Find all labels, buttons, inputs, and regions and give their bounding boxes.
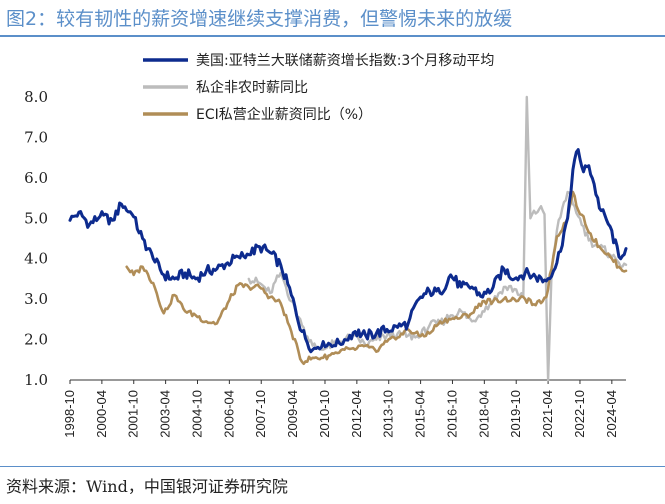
legend-label-2: 私企非农时薪同比	[196, 79, 308, 96]
x-tick-label-2015-04: 2015-04	[413, 390, 428, 438]
y-tick-label-1.0: 1.0	[24, 371, 48, 389]
legend-label-3: ECI私营企业薪资同比（%）	[196, 106, 372, 123]
series-line-1	[68, 148, 628, 354]
x-tick-label-2012-04: 2012-04	[349, 390, 364, 438]
y-tick-label-7.0: 7.0	[24, 128, 48, 146]
x-tick-label-2021-04: 2021-04	[540, 390, 555, 438]
y-tick-label-3.0: 3.0	[24, 290, 48, 308]
x-tick-label-1998-10: 1998-10	[62, 390, 77, 438]
series-line-2	[247, 95, 628, 382]
x-tick-label-2013-10: 2013-10	[381, 390, 396, 438]
x-tick-label-2001-10: 2001-10	[126, 390, 141, 438]
x-tick-label-2004-10: 2004-10	[189, 390, 204, 438]
y-tick-label-5.0: 5.0	[24, 209, 48, 227]
x-tick-label-2000-04: 2000-04	[94, 390, 109, 438]
x-tick-label-2018-04: 2018-04	[476, 390, 491, 438]
x-tick-label-2003-04: 2003-04	[158, 390, 173, 438]
source-note: 资料来源：Wind，中国银河证券研究院	[6, 477, 288, 496]
x-tick-label-2010-10: 2010-10	[317, 390, 332, 438]
y-tick-label-4.0: 4.0	[24, 250, 48, 268]
x-tick-label-2024-04: 2024-04	[604, 390, 619, 438]
x-tick-label-2007-10: 2007-10	[253, 390, 268, 438]
y-tick-label-6.0: 6.0	[24, 169, 48, 187]
y-tick-label-2.0: 2.0	[24, 331, 48, 349]
title-divider	[0, 35, 665, 37]
x-tick-label-2009-04: 2009-04	[285, 390, 300, 438]
y-tick-label-8.0: 8.0	[24, 88, 48, 106]
x-tick-label-2016-10: 2016-10	[444, 390, 459, 438]
x-tick-label-2022-10: 2022-10	[572, 390, 587, 438]
x-tick-label-2006-04: 2006-04	[221, 390, 236, 438]
series-line-3	[125, 190, 628, 366]
source-divider	[0, 466, 665, 467]
chart-title: 图2：较有韧性的薪资增速继续支撑消费，但警惕未来的放缓	[6, 8, 513, 30]
legend-label-1: 美国:亚特兰大联储薪资增长指数:3个月移动平均	[196, 53, 494, 69]
x-tick-label-2019-10: 2019-10	[508, 390, 523, 438]
